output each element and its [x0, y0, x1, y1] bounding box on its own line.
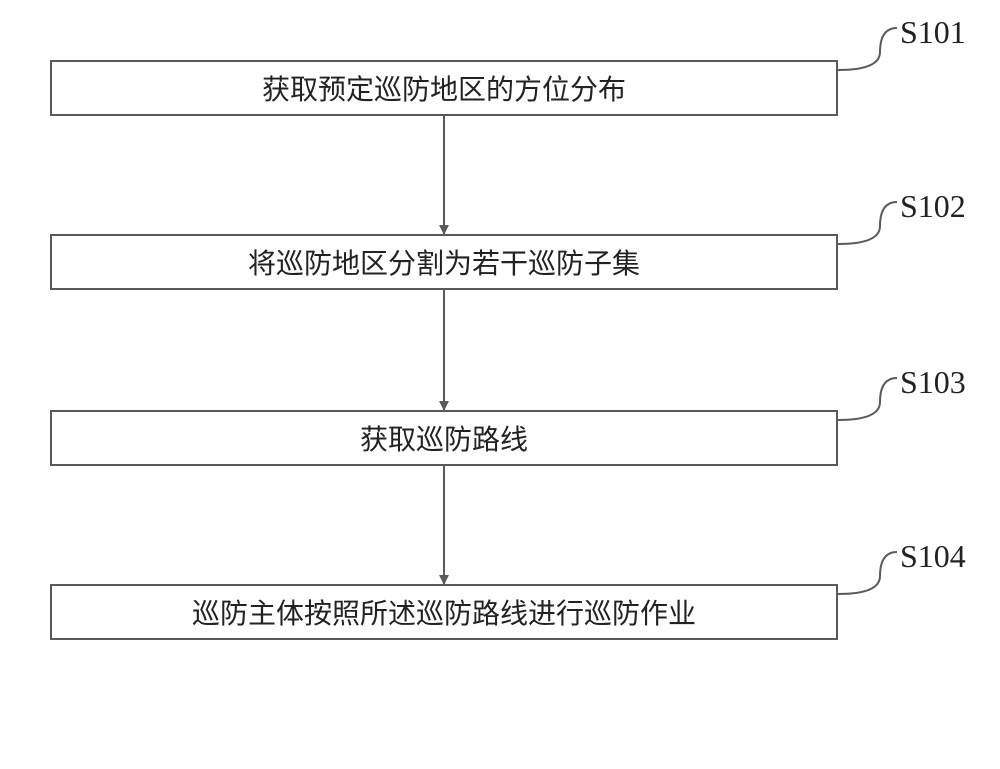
callout-curve	[838, 28, 897, 70]
callouts-group	[838, 28, 897, 594]
connectors-svg	[0, 0, 1000, 769]
callout-curve	[838, 552, 897, 594]
callout-curve	[838, 202, 897, 244]
flowchart-container: 获取预定巡防地区的方位分布 S101 将巡防地区分割为若干巡防子集 S102 获…	[0, 0, 1000, 769]
callout-curve	[838, 378, 897, 420]
